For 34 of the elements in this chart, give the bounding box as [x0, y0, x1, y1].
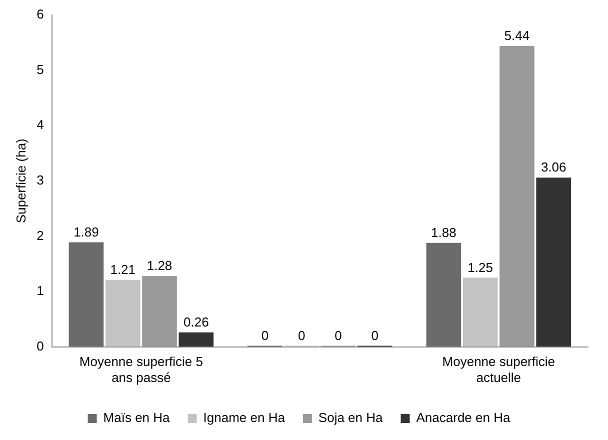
data-label: 5.44 [504, 28, 530, 44]
y-tick-label: 1 [36, 283, 44, 298]
y-tick-label: 2 [36, 228, 44, 243]
data-label: 1.25 [468, 260, 493, 275]
data-label: 0.26 [183, 314, 209, 330]
bar [142, 276, 177, 347]
bar [426, 242, 462, 347]
y-axis-title: Superficie (ha) [13, 138, 28, 224]
data-label: 0 [261, 328, 269, 343]
bar [68, 242, 104, 347]
y-tick-label: 3 [36, 172, 44, 188]
legend-label: Soja en Ha [318, 410, 384, 426]
bar [462, 278, 498, 347]
legend-label: Anacarde en Ha [416, 410, 511, 426]
bar [536, 178, 571, 347]
legend-label: Igname en Ha [203, 410, 286, 426]
data-label: 1.28 [146, 258, 172, 274]
data-label: 0 [298, 328, 306, 343]
x-tick-label: Moyenne superficie 5 ans passé [79, 354, 203, 385]
data-label: 3.06 [540, 160, 566, 175]
x-tick-label: Moyenne superficie actuelle [442, 354, 556, 385]
bar [178, 332, 214, 347]
y-tick-label: 4 [36, 117, 44, 132]
data-label: 1.88 [431, 224, 456, 240]
legend-label: Maïs en Ha [103, 410, 171, 426]
y-tick-label: 5 [36, 62, 44, 77]
y-tick-label: 6 [36, 6, 44, 22]
data-label: 1.21 [110, 262, 136, 277]
bar [500, 46, 534, 347]
data-label: 0 [334, 328, 342, 343]
data-label: 1.89 [74, 224, 99, 240]
data-label: 0 [371, 328, 378, 343]
bar [105, 280, 140, 347]
y-tick-label: 0 [36, 338, 44, 354]
